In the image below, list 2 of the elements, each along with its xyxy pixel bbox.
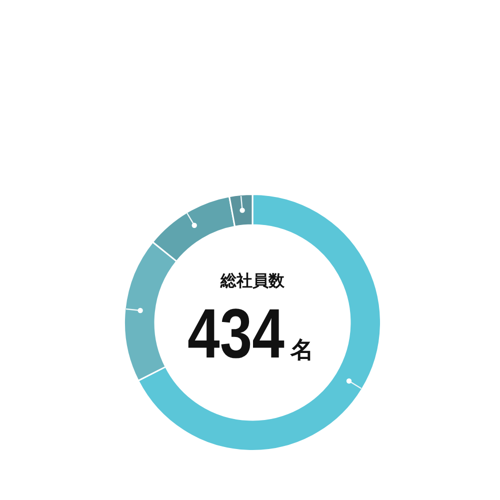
text: 総社員数 bbox=[220, 272, 286, 290]
text: 434名 bbox=[188, 294, 314, 373]
